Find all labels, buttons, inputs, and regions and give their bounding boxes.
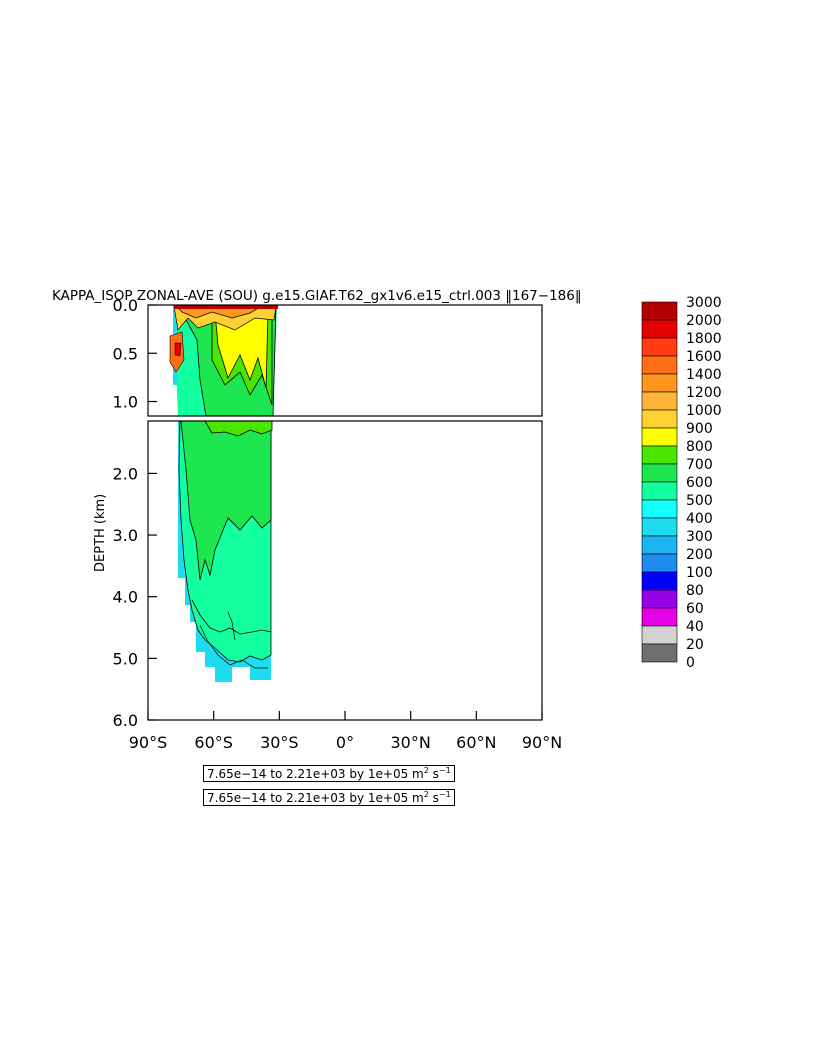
colorbar-label: 400 <box>686 511 713 527</box>
field-800 <box>214 312 269 389</box>
field-600-deep <box>180 421 272 581</box>
x-tick-label: 60°N <box>456 733 496 752</box>
x-tick-label: 60°S <box>194 733 233 752</box>
y-tick-label: 2.0 <box>113 464 138 483</box>
info-text: s <box>428 791 439 805</box>
colorbar-label: 700 <box>686 457 713 473</box>
contour-deep-3 <box>199 624 268 669</box>
colorbar-label: 2000 <box>686 313 722 329</box>
contour-info-box-1: 7.65e−14 to 2.21e+03 by 1e+05 m2 s−1 <box>203 765 455 782</box>
colorbar-swatch <box>641 643 678 663</box>
colorbar-swatch <box>641 589 678 609</box>
info-superscript: −1 <box>438 790 451 799</box>
colorbar-swatch <box>641 463 678 483</box>
colorbar-label: 0 <box>686 655 695 671</box>
colorbar-label: 40 <box>686 619 704 635</box>
lower-panel-fill <box>178 421 273 682</box>
colorbar-label: 800 <box>686 439 713 455</box>
contour-deep-2 <box>227 611 236 641</box>
colorbar-label: 80 <box>686 583 704 599</box>
colorbar-swatch <box>641 607 678 627</box>
info-text: s <box>428 767 439 781</box>
colorbar: 3000200018001600140012001000900800700600… <box>641 295 722 671</box>
info-superscript: 2 <box>423 790 429 799</box>
colorbar-label: 1200 <box>686 385 722 401</box>
colorbar-swatch <box>641 481 678 501</box>
field-3000 <box>174 305 278 309</box>
colorbar-label: 600 <box>686 475 713 491</box>
x-tick-label: 90°N <box>522 733 562 752</box>
colorbar-label: 1400 <box>686 367 722 383</box>
colorbar-swatch <box>641 499 678 519</box>
info-superscript: −1 <box>438 766 451 775</box>
colorbar-swatch <box>641 355 678 375</box>
colorbar-label: 1000 <box>686 403 722 419</box>
colorbar-swatch <box>641 571 678 591</box>
field-700-deep <box>204 421 273 437</box>
x-tick-label: 30°N <box>391 733 431 752</box>
colorbar-label: 1600 <box>686 349 722 365</box>
y-axis-label: DEPTH (km) <box>93 494 108 572</box>
colorbar-label: 3000 <box>686 295 722 311</box>
x-tick-label: 0° <box>336 733 354 752</box>
colorbar-swatch <box>641 301 678 321</box>
x-tick-label: 30°S <box>260 733 299 752</box>
colorbar-label: 200 <box>686 547 713 563</box>
colorbar-swatch <box>641 391 678 411</box>
colorbar-label: 900 <box>686 421 713 437</box>
info-text: 7.65e−14 to 2.21e+03 by 1e+05 m <box>207 791 424 805</box>
contour-deep-1 <box>191 599 272 635</box>
colorbar-swatch <box>641 625 678 645</box>
contour-info-box-2: 7.65e−14 to 2.21e+03 by 1e+05 m2 s−1 <box>203 789 455 806</box>
colorbar-swatch <box>641 409 678 429</box>
y-tick-label: 0.5 <box>113 344 138 363</box>
info-superscript: 2 <box>423 766 429 775</box>
field-2000 <box>174 342 182 357</box>
colorbar-swatch <box>641 373 678 393</box>
y-tick-label: 5.0 <box>113 649 138 668</box>
upper-panel-frame <box>147 304 543 417</box>
x-tick-label: 90°S <box>129 733 168 752</box>
colorbar-label: 1800 <box>686 331 722 347</box>
info-text: 7.65e−14 to 2.21e+03 by 1e+05 m <box>207 767 424 781</box>
y-tick-label: 0.0 <box>113 296 138 315</box>
colorbar-swatch <box>641 553 678 573</box>
y-tick-label: 6.0 <box>113 711 138 730</box>
colorbar-swatch <box>641 517 678 537</box>
colorbar-swatch <box>641 535 678 555</box>
colorbar-label: 300 <box>686 529 713 545</box>
colorbar-swatch <box>641 319 678 339</box>
x-axis-ticks: 90°S 60°S 30°S 0° 30°N 60°N 90°N <box>129 711 562 752</box>
colorbar-label: 60 <box>686 601 704 617</box>
colorbar-swatch <box>641 427 678 447</box>
colorbar-label: 500 <box>686 493 713 509</box>
colorbar-label: 20 <box>686 637 704 653</box>
colorbar-swatch <box>641 337 678 357</box>
colorbar-swatch <box>641 445 678 465</box>
y-tick-label: 3.0 <box>113 526 138 545</box>
colorbar-label: 100 <box>686 565 713 581</box>
y-tick-label: 4.0 <box>113 588 138 607</box>
upper-panel-fill <box>169 305 278 416</box>
chart-title: KAPPA_ISOP ZONAL-AVE (SOU) g.e15.GIAF.T6… <box>52 288 582 304</box>
y-tick-label: 1.0 <box>113 393 138 412</box>
y-axis-ticks: 0.0 0.5 1.0 2.0 3.0 4.0 5.0 6.0 <box>113 296 157 730</box>
